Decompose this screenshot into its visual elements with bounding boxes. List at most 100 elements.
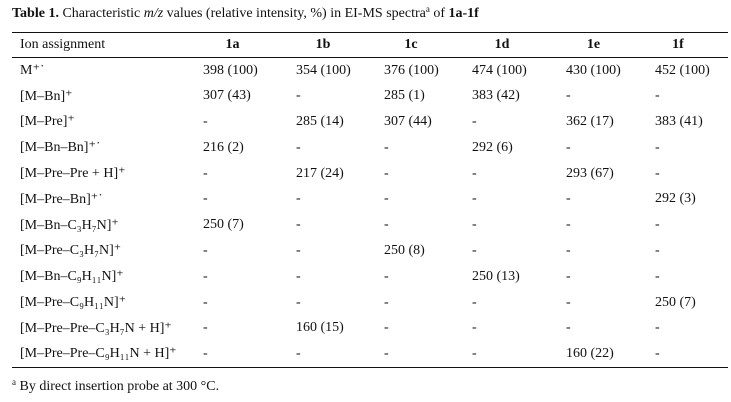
table-row: [M–Bn]⁺ 307 (43) - 285 (1) 383 (42) - - bbox=[12, 83, 728, 109]
intensity-cell: 250 (7) bbox=[203, 217, 244, 233]
intensity-cell: - bbox=[203, 113, 208, 129]
intensity-cell: - bbox=[296, 191, 301, 207]
intensity-cell: - bbox=[203, 294, 208, 310]
intensity-cell: 217 (24) bbox=[296, 165, 344, 181]
intensity-cell: - bbox=[472, 242, 477, 258]
intensity-cell: - bbox=[655, 139, 660, 155]
intensity-cell: - bbox=[296, 88, 301, 104]
intensity-cell: - bbox=[472, 113, 477, 129]
table-caption: Table 1. Characteristic m/z values (rela… bbox=[12, 4, 479, 22]
intensity-cell: - bbox=[655, 165, 660, 181]
intensity-cell: - bbox=[655, 320, 660, 336]
intensity-cell: - bbox=[655, 242, 660, 258]
intensity-cell: - bbox=[384, 191, 389, 207]
intensity-cell: - bbox=[203, 268, 208, 284]
intensity-cell: - bbox=[566, 88, 571, 104]
intensity-cell: - bbox=[566, 268, 571, 284]
table-row: [M–Bn–C₃H₇N]⁺ 250 (7) - - - - - bbox=[12, 212, 728, 238]
intensity-cell: - bbox=[296, 294, 301, 310]
ion-assignment: [M–Pre]⁺ bbox=[20, 114, 75, 130]
caption-label: Table 1. bbox=[12, 6, 59, 21]
intensity-cell: 160 (15) bbox=[296, 320, 344, 336]
intensity-cell: 430 (100) bbox=[566, 62, 621, 78]
ion-assignment: [M–Pre–C₉H₁₁N]⁺ bbox=[20, 295, 127, 311]
intensity-cell: - bbox=[566, 242, 571, 258]
intensity-cell: - bbox=[203, 242, 208, 258]
footnote-text: By direct insertion probe at 300 °C. bbox=[16, 379, 220, 394]
ion-assignment: M⁺˙ bbox=[20, 63, 45, 79]
intensity-cell: 307 (43) bbox=[203, 88, 251, 104]
intensity-cell: - bbox=[384, 268, 389, 284]
data-table: Ion assignment 1a 1b 1c 1d 1e 1f M⁺˙ 398 (100) 3… bbox=[12, 32, 728, 368]
intensity-cell: - bbox=[203, 165, 208, 181]
caption-mz: m/z bbox=[143, 6, 164, 21]
compound-header: 1a bbox=[225, 37, 240, 52]
intensity-cell: - bbox=[296, 268, 301, 284]
intensity-cell: 354 (100) bbox=[296, 62, 351, 78]
table-body: M⁺˙ 398 (100) 354 (100) 376 (100) 474 (100) 4… bbox=[12, 58, 728, 368]
intensity-cell: - bbox=[384, 345, 389, 361]
compound-header: 1d bbox=[494, 37, 510, 52]
caption-text: values (relative intensity, %) in EI-MS … bbox=[163, 6, 426, 21]
intensity-cell: - bbox=[203, 320, 208, 336]
intensity-cell: - bbox=[655, 345, 660, 361]
intensity-cell: - bbox=[203, 345, 208, 361]
intensity-cell: - bbox=[655, 88, 660, 104]
intensity-cell: 452 (100) bbox=[655, 62, 710, 78]
intensity-cell: - bbox=[203, 191, 208, 207]
intensity-cell: 398 (100) bbox=[203, 62, 258, 78]
table-row: [M–Pre–Pre + H]⁺ - 217 (24) - - 293 (67) - bbox=[12, 161, 728, 187]
compound-header: 1c bbox=[404, 37, 418, 52]
table-row: [M–Pre–C₉H₁₁N]⁺ - - - - - 250 (7) bbox=[12, 290, 728, 316]
intensity-cell: - bbox=[566, 217, 571, 233]
intensity-cell: - bbox=[384, 294, 389, 310]
intensity-cell: 250 (13) bbox=[472, 268, 520, 284]
intensity-cell: - bbox=[472, 320, 477, 336]
intensity-cell: 250 (8) bbox=[384, 242, 425, 258]
caption-text: of bbox=[429, 6, 449, 21]
table-head: Ion assignment 1a 1b 1c 1d 1e 1f bbox=[12, 32, 728, 58]
ion-assignment: [M–Bn–Bn]⁺˙ bbox=[20, 140, 101, 156]
intensity-cell: - bbox=[472, 165, 477, 181]
table-row: [M–Pre–Bn]⁺˙ - - - - - 292 (3) bbox=[12, 186, 728, 212]
intensity-cell: 285 (1) bbox=[384, 88, 425, 104]
intensity-cell: 307 (44) bbox=[384, 113, 432, 129]
ion-assignment: [M–Pre–Pre–C₉H₁₁N + H]⁺ bbox=[20, 346, 177, 362]
intensity-cell: 383 (41) bbox=[655, 113, 703, 129]
ion-assignment: [M–Pre–Bn]⁺˙ bbox=[20, 191, 103, 207]
intensity-cell: - bbox=[566, 320, 571, 336]
intensity-cell: - bbox=[384, 217, 389, 233]
table-row: [M–Bn–Bn]⁺˙ 216 (2) - - 292 (6) - - bbox=[12, 135, 728, 161]
intensity-cell: 293 (67) bbox=[566, 165, 614, 181]
header-row: Ion assignment 1a 1b 1c 1d 1e 1f bbox=[12, 32, 728, 58]
caption-note-mark: a bbox=[425, 4, 430, 14]
intensity-cell: - bbox=[296, 217, 301, 233]
footnote: a By direct insertion probe at 300 °C. bbox=[12, 378, 220, 395]
intensity-cell: 292 (3) bbox=[655, 191, 696, 207]
table-row: [M–Bn–C₉H₁₁N]⁺ - - - 250 (13) - - bbox=[12, 264, 728, 290]
caption-compounds: 1a-1f bbox=[448, 6, 479, 21]
table-row: [M–Pre–Pre–C₉H₁₁N + H]⁺ - - - - 160 (22) - bbox=[12, 341, 728, 368]
intensity-cell: - bbox=[296, 345, 301, 361]
ion-assignment: [M–Bn–C₃H₇N]⁺ bbox=[20, 217, 119, 233]
intensity-cell: - bbox=[566, 191, 571, 207]
intensity-cell: - bbox=[384, 165, 389, 181]
intensity-cell: 250 (7) bbox=[655, 294, 696, 310]
intensity-cell: - bbox=[472, 294, 477, 310]
intensity-cell: 383 (42) bbox=[472, 88, 520, 104]
intensity-cell: 216 (2) bbox=[203, 139, 244, 155]
intensity-cell: - bbox=[566, 139, 571, 155]
intensity-cell: - bbox=[655, 217, 660, 233]
ion-assignment: [M–Bn–C₉H₁₁N]⁺ bbox=[20, 269, 124, 285]
intensity-cell: 160 (22) bbox=[566, 345, 614, 361]
intensity-cell: - bbox=[384, 139, 389, 155]
intensity-cell: - bbox=[472, 345, 477, 361]
intensity-cell: - bbox=[296, 242, 301, 258]
intensity-cell: - bbox=[655, 268, 660, 284]
ion-assignment: [M–Pre–C₃H₇N]⁺ bbox=[20, 243, 122, 259]
intensity-cell: 362 (17) bbox=[566, 113, 614, 129]
ion-assignment: [M–Bn]⁺ bbox=[20, 88, 73, 104]
intensity-cell: 376 (100) bbox=[384, 62, 439, 78]
intensity-cell: - bbox=[472, 217, 477, 233]
